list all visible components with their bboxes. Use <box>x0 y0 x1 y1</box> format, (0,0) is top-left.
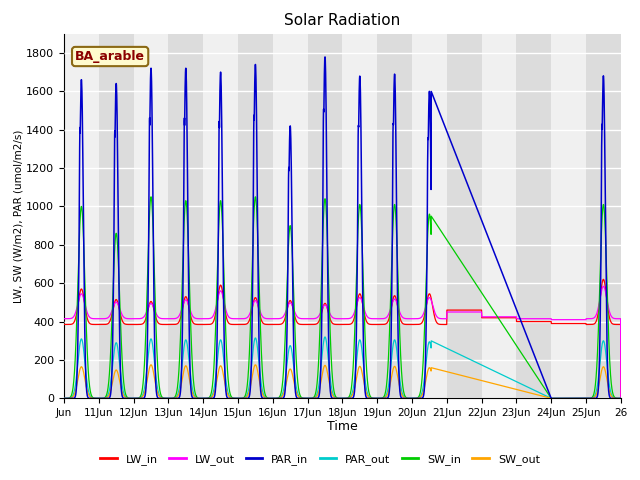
PAR_out <box>414 396 422 401</box>
PAR_in <box>611 396 619 401</box>
Title: Solar Radiation: Solar Radiation <box>284 13 401 28</box>
LW_out <box>174 314 182 320</box>
SW_out <box>499 383 506 389</box>
PAR_in <box>414 396 422 401</box>
PAR_out <box>174 391 182 396</box>
SW_out <box>414 396 422 401</box>
Bar <box>99 34 134 398</box>
Line: LW_in: LW_in <box>64 279 621 398</box>
SW_in <box>617 396 625 401</box>
LW_out <box>499 314 506 320</box>
Text: BA_arable: BA_arable <box>75 50 145 63</box>
LW_out <box>60 316 68 322</box>
SW_out <box>617 396 625 401</box>
SW_in <box>147 194 155 200</box>
SW_out <box>547 396 555 401</box>
PAR_in <box>174 396 182 401</box>
Bar <box>308 34 342 398</box>
Bar <box>516 34 551 398</box>
LW_in <box>60 322 68 327</box>
LW_in <box>174 320 182 326</box>
Bar <box>342 34 377 398</box>
PAR_out <box>532 388 540 394</box>
Bar <box>204 34 238 398</box>
LW_in <box>414 322 422 327</box>
PAR_in <box>321 54 329 60</box>
PAR_in <box>499 271 506 276</box>
Bar <box>481 34 516 398</box>
PAR_in <box>463 180 471 186</box>
Line: LW_out: LW_out <box>64 287 621 398</box>
LW_out <box>617 396 625 401</box>
Bar <box>586 34 621 398</box>
SW_in <box>611 395 619 400</box>
SW_out <box>463 374 471 380</box>
PAR_in <box>547 396 555 401</box>
PAR_out <box>547 396 555 401</box>
LW_in <box>532 319 540 324</box>
PAR_in <box>60 396 68 401</box>
PAR_out <box>463 355 471 361</box>
SW_in <box>547 396 555 401</box>
PAR_out <box>60 396 68 401</box>
Bar <box>168 34 204 398</box>
Bar <box>412 34 447 398</box>
Bar <box>64 34 99 398</box>
Bar <box>134 34 168 398</box>
SW_in <box>499 322 506 327</box>
PAR_in <box>532 356 540 362</box>
LW_out <box>463 309 470 315</box>
Line: PAR_out: PAR_out <box>64 337 621 398</box>
LW_in <box>617 396 625 401</box>
Y-axis label: LW, SW (W/m2), PAR (umol/m2/s): LW, SW (W/m2), PAR (umol/m2/s) <box>13 129 24 303</box>
Bar <box>273 34 308 398</box>
Bar <box>238 34 273 398</box>
LW_in <box>463 307 470 313</box>
SW_in <box>174 378 182 384</box>
Bar <box>377 34 412 398</box>
LW_in <box>600 276 607 282</box>
SW_out <box>174 393 182 398</box>
LW_in <box>499 315 506 321</box>
PAR_in <box>617 396 625 401</box>
Bar <box>551 34 586 398</box>
Bar <box>447 34 481 398</box>
X-axis label: Time: Time <box>327 420 358 432</box>
Line: PAR_in: PAR_in <box>64 57 621 398</box>
SW_in <box>414 395 422 400</box>
SW_out <box>611 396 619 401</box>
Line: SW_in: SW_in <box>64 197 621 398</box>
SW_out <box>60 396 68 401</box>
SW_in <box>60 396 68 401</box>
PAR_out <box>499 372 506 378</box>
SW_out <box>532 392 540 397</box>
Line: SW_out: SW_out <box>64 365 621 398</box>
LW_out <box>611 316 618 322</box>
SW_in <box>532 372 540 378</box>
LW_out <box>414 316 422 322</box>
Legend: LW_in, LW_out, PAR_in, PAR_out, SW_in, SW_out: LW_in, LW_out, PAR_in, PAR_out, SW_in, S… <box>96 450 544 469</box>
SW_out <box>147 362 155 368</box>
LW_in <box>611 322 618 327</box>
LW_out <box>532 316 540 322</box>
PAR_out <box>611 395 619 401</box>
PAR_out <box>321 334 329 340</box>
PAR_out <box>617 396 625 401</box>
LW_out <box>600 284 607 289</box>
SW_in <box>463 267 471 273</box>
